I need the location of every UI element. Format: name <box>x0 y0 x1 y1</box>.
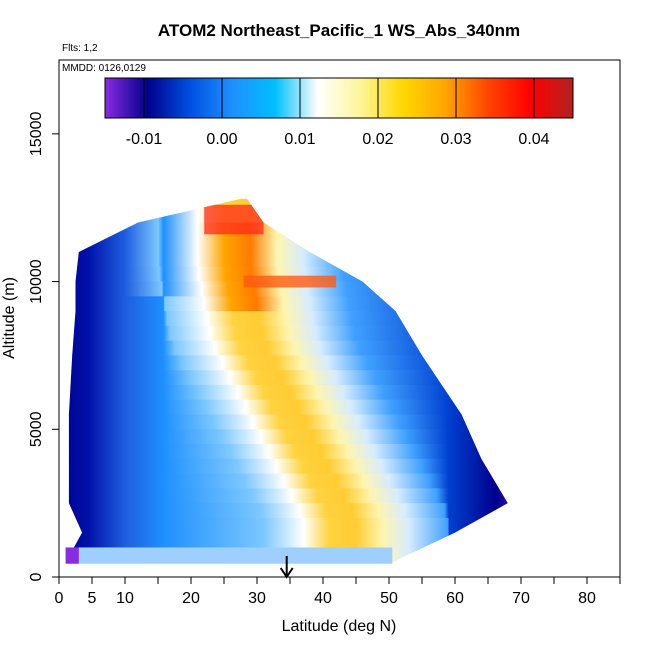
y-tick-label: 10000 <box>28 259 45 304</box>
heatmap-row <box>65 384 508 401</box>
flights-label: Flts: 1,2 <box>62 43 98 54</box>
x-tick-label: 5 <box>88 590 97 607</box>
x-tick-label: 0 <box>55 590 64 607</box>
heatmap-low-strip <box>65 547 393 564</box>
heatmap-hot-cell <box>204 204 264 235</box>
y-axis-label: Altitude (m) <box>1 277 18 359</box>
colorbar-tick-label: 0.00 <box>206 131 237 148</box>
heatmap-row <box>65 414 508 430</box>
plot-frame <box>58 59 621 578</box>
heatmap-row <box>65 207 508 223</box>
heatmap-area <box>59 198 534 577</box>
colorbar-tick-label: 0.01 <box>284 131 315 148</box>
heatmap-row <box>65 340 508 356</box>
chart-title: ATOM2 Northeast_Pacific_1 WS_Abs_340nm <box>158 21 520 40</box>
heatmap-row <box>65 237 508 253</box>
y-tick-label: 15000 <box>28 112 45 157</box>
axes: 0 5 10 20 30 40 50 60 70 80 0 5000 10000 15000 <box>28 112 621 607</box>
heatmap-row <box>65 399 508 416</box>
colorbar-tick-label: 0.03 <box>440 131 471 148</box>
heatmap-row <box>65 503 508 519</box>
x-tick-label: 70 <box>512 590 530 607</box>
heatmap-row <box>65 325 508 342</box>
heatmap-row <box>65 473 508 489</box>
latitude-arrow-marker <box>279 556 294 579</box>
x-tick-label: 20 <box>182 590 200 607</box>
heatmap-row <box>65 311 508 327</box>
x-tick-label: 50 <box>380 590 398 607</box>
heatmap-hot-cell <box>243 275 337 288</box>
x-tick-label: 40 <box>314 590 332 607</box>
heatmap-row <box>65 370 508 386</box>
heatmap-row <box>65 444 508 460</box>
x-tick-label: 60 <box>446 590 464 607</box>
x-axis-label: Latitude (deg N) <box>282 618 397 635</box>
colorbar-fill <box>104 77 574 119</box>
heatmap-row <box>59 562 534 577</box>
heatmap-row <box>65 198 508 209</box>
x-tick-label: 10 <box>116 590 134 607</box>
x-tick-label: 30 <box>248 590 266 607</box>
colorbar-tick-label: -0.01 <box>126 131 163 148</box>
heatmap-row <box>65 429 508 445</box>
heatmap-row <box>65 296 508 312</box>
y-tick-label: 5000 <box>28 411 45 447</box>
heatmap-low-edge <box>65 547 79 564</box>
date-label: MMDD: 0126,0129 <box>62 63 146 74</box>
colorbar-tick-label: 0.02 <box>362 131 393 148</box>
heatmap-row <box>65 532 508 548</box>
heatmap-row <box>65 355 508 371</box>
x-tick-label: 80 <box>578 590 596 607</box>
heatmap-row <box>65 517 508 534</box>
heatmap-row <box>65 458 508 475</box>
colorbar-tick-label: 0.04 <box>518 131 549 148</box>
heatmap-row <box>65 252 508 268</box>
heatmap-row <box>65 488 508 504</box>
y-tick-label: 0 <box>28 572 45 581</box>
colorbar: -0.01 0.00 0.01 0.02 0.03 0.04 <box>104 77 574 148</box>
heatmap-row <box>65 222 508 238</box>
